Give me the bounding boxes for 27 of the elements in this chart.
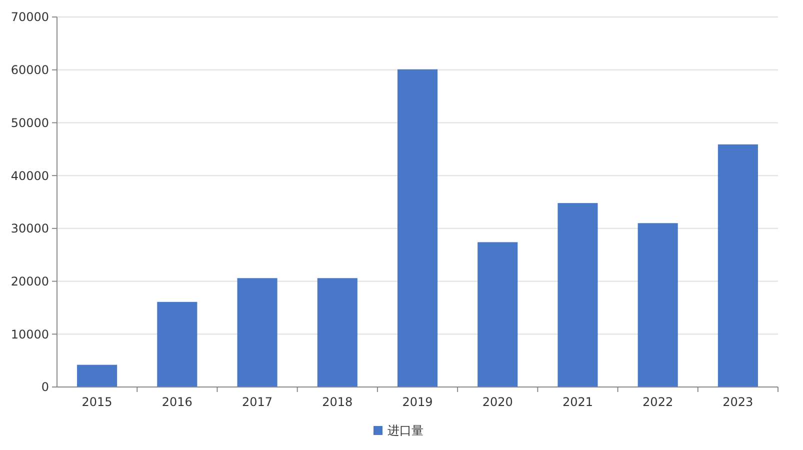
y-tick-label: 30000 <box>10 222 49 236</box>
y-tick-label: 0 <box>41 380 49 394</box>
x-tick-label: 2018 <box>322 395 353 409</box>
x-tick-label: 2020 <box>482 395 513 409</box>
bar <box>397 69 438 387</box>
x-tick-label: 2016 <box>162 395 192 409</box>
legend-label: 进口量 <box>388 424 424 438</box>
x-tick-label: 2017 <box>242 395 273 409</box>
y-tick-label: 10000 <box>10 327 49 342</box>
y-tick-label: 60000 <box>10 63 49 78</box>
bar <box>558 203 598 387</box>
y-tick-label: 70000 <box>10 10 49 24</box>
bar <box>638 223 678 387</box>
bar <box>317 278 358 387</box>
bar <box>237 278 278 387</box>
x-tick-label: 2023 <box>722 395 754 409</box>
y-tick-label: 50000 <box>10 116 49 130</box>
x-tick-label: 2019 <box>402 395 433 409</box>
bar <box>718 144 758 387</box>
bar <box>478 242 518 387</box>
y-tick-label: 20000 <box>10 274 49 288</box>
x-tick-label: 2015 <box>82 395 112 409</box>
y-tick-label: 40000 <box>10 168 49 183</box>
bar <box>157 302 198 387</box>
x-tick-label: 2022 <box>642 395 674 409</box>
bar <box>77 364 118 387</box>
x-tick-label: 2021 <box>562 395 593 409</box>
